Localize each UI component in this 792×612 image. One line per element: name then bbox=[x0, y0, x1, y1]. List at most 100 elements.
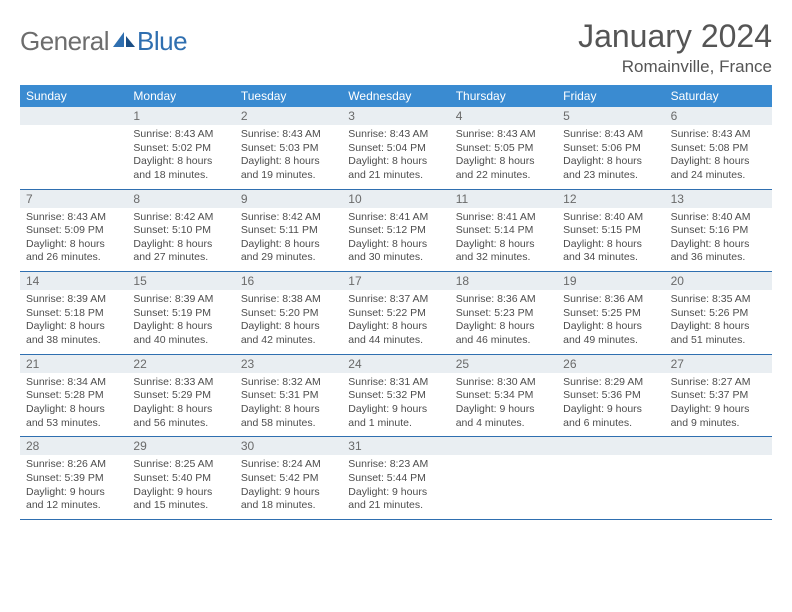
calendar-cell bbox=[20, 107, 127, 189]
day-number: 25 bbox=[450, 355, 557, 373]
weekday-label: Wednesday bbox=[342, 85, 449, 107]
calendar-cell: 16Sunrise: 8:38 AMSunset: 5:20 PMDayligh… bbox=[235, 272, 342, 354]
sunset-text: Sunset: 5:29 PM bbox=[133, 389, 228, 403]
daylight-text: Daylight: 8 hours bbox=[133, 403, 228, 417]
sunset-text: Sunset: 5:44 PM bbox=[348, 472, 443, 486]
day-details bbox=[557, 455, 664, 464]
daylight-text: and 32 minutes. bbox=[456, 251, 551, 265]
logo-sail-icon bbox=[113, 32, 135, 55]
daylight-text: Daylight: 8 hours bbox=[241, 320, 336, 334]
day-details: Sunrise: 8:42 AMSunset: 5:11 PMDaylight:… bbox=[235, 208, 342, 272]
day-number: 9 bbox=[235, 190, 342, 208]
calendar-cell: 19Sunrise: 8:36 AMSunset: 5:25 PMDayligh… bbox=[557, 272, 664, 354]
daylight-text: and 21 minutes. bbox=[348, 499, 443, 513]
daylight-text: and 26 minutes. bbox=[26, 251, 121, 265]
day-number: 22 bbox=[127, 355, 234, 373]
day-number: 11 bbox=[450, 190, 557, 208]
daylight-text: and 18 minutes. bbox=[133, 169, 228, 183]
daylight-text: Daylight: 8 hours bbox=[348, 155, 443, 169]
day-number: 29 bbox=[127, 437, 234, 455]
daylight-text: and 38 minutes. bbox=[26, 334, 121, 348]
sunrise-text: Sunrise: 8:25 AM bbox=[133, 458, 228, 472]
daylight-text: Daylight: 8 hours bbox=[26, 403, 121, 417]
day-details: Sunrise: 8:43 AMSunset: 5:06 PMDaylight:… bbox=[557, 125, 664, 189]
daylight-text: and 58 minutes. bbox=[241, 417, 336, 431]
daylight-text: Daylight: 9 hours bbox=[133, 486, 228, 500]
day-number: 20 bbox=[665, 272, 772, 290]
sunset-text: Sunset: 5:26 PM bbox=[671, 307, 766, 321]
calendar-cell: 4Sunrise: 8:43 AMSunset: 5:05 PMDaylight… bbox=[450, 107, 557, 189]
sunrise-text: Sunrise: 8:30 AM bbox=[456, 376, 551, 390]
sunrise-text: Sunrise: 8:35 AM bbox=[671, 293, 766, 307]
calendar-week-row: 7 Sunrise: 8:43 AMSunset: 5:09 PM Daylight… bbox=[20, 190, 772, 273]
daylight-text: Daylight: 8 hours bbox=[563, 320, 658, 334]
sunrise-text: Sunrise: 8:36 AM bbox=[456, 293, 551, 307]
day-details: Sunrise: 8:43 AMSunset: 5:02 PMDaylight:… bbox=[127, 125, 234, 189]
calendar-cell: 6Sunrise: 8:43 AMSunset: 5:08 PMDaylight… bbox=[665, 107, 772, 189]
calendar-cell: 14Sunrise: 8:39 AMSunset: 5:18 PMDayligh… bbox=[20, 272, 127, 354]
day-number: 7 bbox=[20, 190, 127, 208]
daylight-text: and 4 minutes. bbox=[456, 417, 551, 431]
day-details: Sunrise: 8:41 AMSunset: 5:14 PMDaylight:… bbox=[450, 208, 557, 272]
daylight-text: and 34 minutes. bbox=[563, 251, 658, 265]
calendar-week-row: 1Sunrise: 8:43 AMSunset: 5:02 PMDaylight… bbox=[20, 107, 772, 190]
sunset-text: Sunset: 5:06 PM bbox=[563, 142, 658, 156]
sunrise-text: Sunrise: 8:37 AM bbox=[348, 293, 443, 307]
title-block: January 2024 Romainville, France bbox=[578, 18, 772, 77]
daylight-text: and 46 minutes. bbox=[456, 334, 551, 348]
day-details: Sunrise: 8:24 AMSunset: 5:42 PMDaylight:… bbox=[235, 455, 342, 519]
day-number: 27 bbox=[665, 355, 772, 373]
day-details: Sunrise: 8:26 AMSunset: 5:39 PMDaylight:… bbox=[20, 455, 127, 519]
calendar-week-row: 28Sunrise: 8:26 AMSunset: 5:39 PMDayligh… bbox=[20, 437, 772, 520]
calendar-cell: 18 Sunrise: 8:36 AMSunset: 5:23 PMDayligh… bbox=[450, 272, 557, 354]
sunrise-text: Sunrise: 8:31 AM bbox=[348, 376, 443, 390]
day-number: 18 bbox=[450, 272, 557, 290]
day-details: Sunrise: 8:42 AMSunset: 5:10 PMDaylight:… bbox=[127, 208, 234, 272]
calendar: Sunday Monday Tuesday Wednesday Thursday… bbox=[20, 85, 772, 520]
day-number: 10 bbox=[342, 190, 449, 208]
day-details: Sunrise: 8:41 AMSunset: 5:12 PMDaylight:… bbox=[342, 208, 449, 272]
sunset-text: Sunset: 5:40 PM bbox=[133, 472, 228, 486]
day-number: 15 bbox=[127, 272, 234, 290]
weekday-header: Sunday Monday Tuesday Wednesday Thursday… bbox=[20, 85, 772, 107]
day-number: 14 bbox=[20, 272, 127, 290]
daylight-text: Daylight: 8 hours bbox=[133, 320, 228, 334]
day-details: Sunrise: 8:27 AMSunset: 5:37 PMDaylight:… bbox=[665, 373, 772, 437]
sunrise-text: Sunrise: 8:40 AM bbox=[671, 211, 766, 225]
day-details: Sunrise: 8:43 AMSunset: 5:08 PMDaylight:… bbox=[665, 125, 772, 189]
sunrise-text: Sunrise: 8:43 AM bbox=[26, 211, 121, 225]
daylight-text: Daylight: 8 hours bbox=[563, 155, 658, 169]
day-details: Sunrise: 8:34 AMSunset: 5:28 PMDaylight:… bbox=[20, 373, 127, 437]
daylight-text: Daylight: 8 hours bbox=[456, 320, 551, 334]
calendar-cell: 7Sunrise: 8:43 AMSunset: 5:09 PMDaylight… bbox=[20, 190, 127, 272]
weekday-label: Tuesday bbox=[235, 85, 342, 107]
logo-text-general: General bbox=[20, 26, 109, 57]
calendar-cell: 8Sunrise: 8:42 AMSunset: 5:10 PMDaylight… bbox=[127, 190, 234, 272]
sunrise-text: Sunrise: 8:27 AM bbox=[671, 376, 766, 390]
sunset-text: Sunset: 5:23 PM bbox=[456, 307, 551, 321]
day-number: 26 bbox=[557, 355, 664, 373]
logo-text-blue: Blue bbox=[137, 26, 187, 57]
calendar-week-row: 14Sunrise: 8:39 AMSunset: 5:18 PMDayligh… bbox=[20, 272, 772, 355]
daylight-text: and 30 minutes. bbox=[348, 251, 443, 265]
sunrise-text: Sunrise: 8:43 AM bbox=[563, 128, 658, 142]
daylight-text: Daylight: 8 hours bbox=[456, 238, 551, 252]
daylight-text: Daylight: 8 hours bbox=[671, 320, 766, 334]
daylight-text: and 51 minutes. bbox=[671, 334, 766, 348]
sunrise-text: Sunrise: 8:24 AM bbox=[241, 458, 336, 472]
weekday-label: Saturday bbox=[665, 85, 772, 107]
sunrise-text: Sunrise: 8:43 AM bbox=[241, 128, 336, 142]
sunrise-text: Sunrise: 8:29 AM bbox=[563, 376, 658, 390]
daylight-text: and 19 minutes. bbox=[241, 169, 336, 183]
calendar-cell: 21Sunrise: 8:34 AMSunset: 5:28 PMDayligh… bbox=[20, 355, 127, 437]
day-number: 17 bbox=[342, 272, 449, 290]
daylight-text: Daylight: 8 hours bbox=[671, 155, 766, 169]
sunset-text: Sunset: 5:09 PM bbox=[26, 224, 121, 238]
daylight-text: Daylight: 9 hours bbox=[26, 486, 121, 500]
daylight-text: and 49 minutes. bbox=[563, 334, 658, 348]
day-number: 16 bbox=[235, 272, 342, 290]
daylight-text: and 44 minutes. bbox=[348, 334, 443, 348]
day-details: Sunrise: 8:29 AMSunset: 5:36 PMDaylight:… bbox=[557, 373, 664, 437]
day-details bbox=[665, 455, 772, 464]
sunset-text: Sunset: 5:19 PM bbox=[133, 307, 228, 321]
